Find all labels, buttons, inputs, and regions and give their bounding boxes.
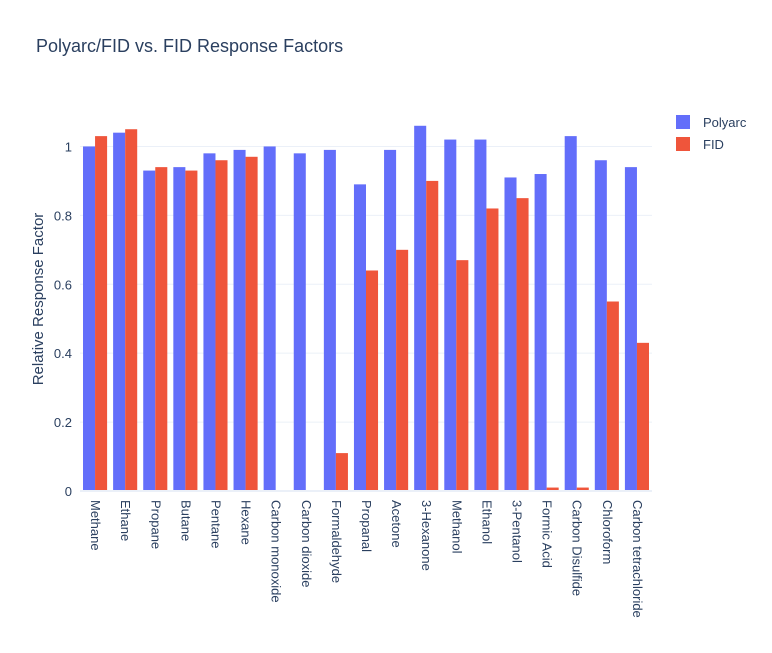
- legend-label: FID: [703, 137, 724, 152]
- bar-polyarc[interactable]: [474, 139, 487, 491]
- x-tick-label: Ethanol: [479, 500, 494, 544]
- bar-fid[interactable]: [366, 270, 379, 491]
- x-tick-label: Carbon tetrachloride: [630, 500, 645, 618]
- x-tick-label: Methanol: [449, 500, 464, 554]
- bar-fid[interactable]: [396, 249, 409, 491]
- x-tick-label: Methane: [88, 500, 103, 551]
- x-tick-label: Ethane: [118, 500, 133, 541]
- bar-fid[interactable]: [95, 136, 108, 492]
- legend-swatch: [676, 115, 690, 129]
- x-tick-label: Butane: [178, 500, 193, 541]
- bar-polyarc[interactable]: [414, 125, 427, 492]
- x-tick-label: Pentane: [208, 500, 223, 548]
- bar-fid[interactable]: [185, 170, 198, 491]
- bar-polyarc[interactable]: [143, 170, 156, 491]
- bar-polyarc[interactable]: [323, 149, 336, 491]
- bar-fid[interactable]: [576, 487, 589, 491]
- bar-fid[interactable]: [426, 180, 439, 491]
- bar-fid[interactable]: [335, 453, 348, 491]
- bar-polyarc[interactable]: [233, 149, 246, 491]
- bar-fid[interactable]: [155, 167, 168, 492]
- bar-fid[interactable]: [516, 198, 529, 492]
- bar-fid[interactable]: [546, 487, 559, 491]
- y-tick-label: 0.8: [54, 208, 72, 223]
- bar-polyarc[interactable]: [113, 132, 126, 491]
- legend-item-fid[interactable]: FID: [676, 137, 724, 152]
- bar-polyarc[interactable]: [594, 160, 607, 491]
- y-tick-label: 0.4: [54, 346, 72, 361]
- bar-fid[interactable]: [125, 129, 138, 491]
- axes: 0 0.2 0.4 0.6 0.8 1 Methane Ethane Propane Butane…: [54, 139, 652, 618]
- legend-swatch: [676, 137, 690, 151]
- bar-polyarc[interactable]: [203, 153, 216, 491]
- x-tick-label: 3-Hexanone: [419, 500, 434, 571]
- x-tick-label: Formic Acid: [540, 500, 555, 568]
- bar-polyarc[interactable]: [263, 146, 276, 492]
- bar-polyarc[interactable]: [564, 136, 577, 492]
- legend-label: Polyarc: [703, 115, 747, 130]
- x-tick-label: Propanal: [359, 500, 374, 552]
- bar-fid[interactable]: [456, 260, 469, 491]
- bar-polyarc[interactable]: [444, 139, 457, 491]
- bar-fid[interactable]: [486, 208, 499, 492]
- legend[interactable]: Polyarc FID: [676, 115, 747, 152]
- bars: [83, 125, 649, 492]
- x-tick-label: Propane: [148, 500, 163, 549]
- bar-polyarc[interactable]: [384, 149, 397, 491]
- chart-title: Polyarc/FID vs. FID Response Factors: [36, 36, 343, 56]
- y-tick-label: 0.2: [54, 415, 72, 430]
- x-tick-label: Acetone: [389, 500, 404, 548]
- y-axis-title: Relative Response Factor: [30, 213, 47, 386]
- bar-fid[interactable]: [606, 301, 619, 492]
- legend-item-polyarc[interactable]: Polyarc: [676, 115, 747, 130]
- bar-fid[interactable]: [636, 342, 649, 491]
- x-tick-label: Chloroform: [600, 500, 615, 564]
- x-tick-label: Carbon monoxide: [269, 500, 284, 603]
- x-tick-label: Hexane: [239, 500, 254, 545]
- bar-polyarc[interactable]: [353, 184, 366, 491]
- bar-polyarc[interactable]: [624, 167, 637, 492]
- bar-polyarc[interactable]: [534, 174, 547, 491]
- y-tick-label: 0.6: [54, 277, 72, 292]
- bar-fid[interactable]: [245, 156, 258, 492]
- x-tick-label: Formaldehyde: [329, 500, 344, 583]
- bar-polyarc[interactable]: [293, 153, 306, 491]
- y-tick-label: 1: [65, 139, 72, 154]
- bar-fid[interactable]: [215, 160, 228, 491]
- x-tick-label: Carbon dioxide: [299, 500, 314, 587]
- bar-polyarc[interactable]: [504, 177, 517, 492]
- y-tick-label: 0: [65, 484, 72, 499]
- bar-polyarc[interactable]: [83, 146, 96, 492]
- x-tick-label: 3-Pentanol: [510, 500, 525, 563]
- x-tick-label: Carbon Disulfide: [570, 500, 585, 596]
- bar-polyarc[interactable]: [173, 167, 186, 492]
